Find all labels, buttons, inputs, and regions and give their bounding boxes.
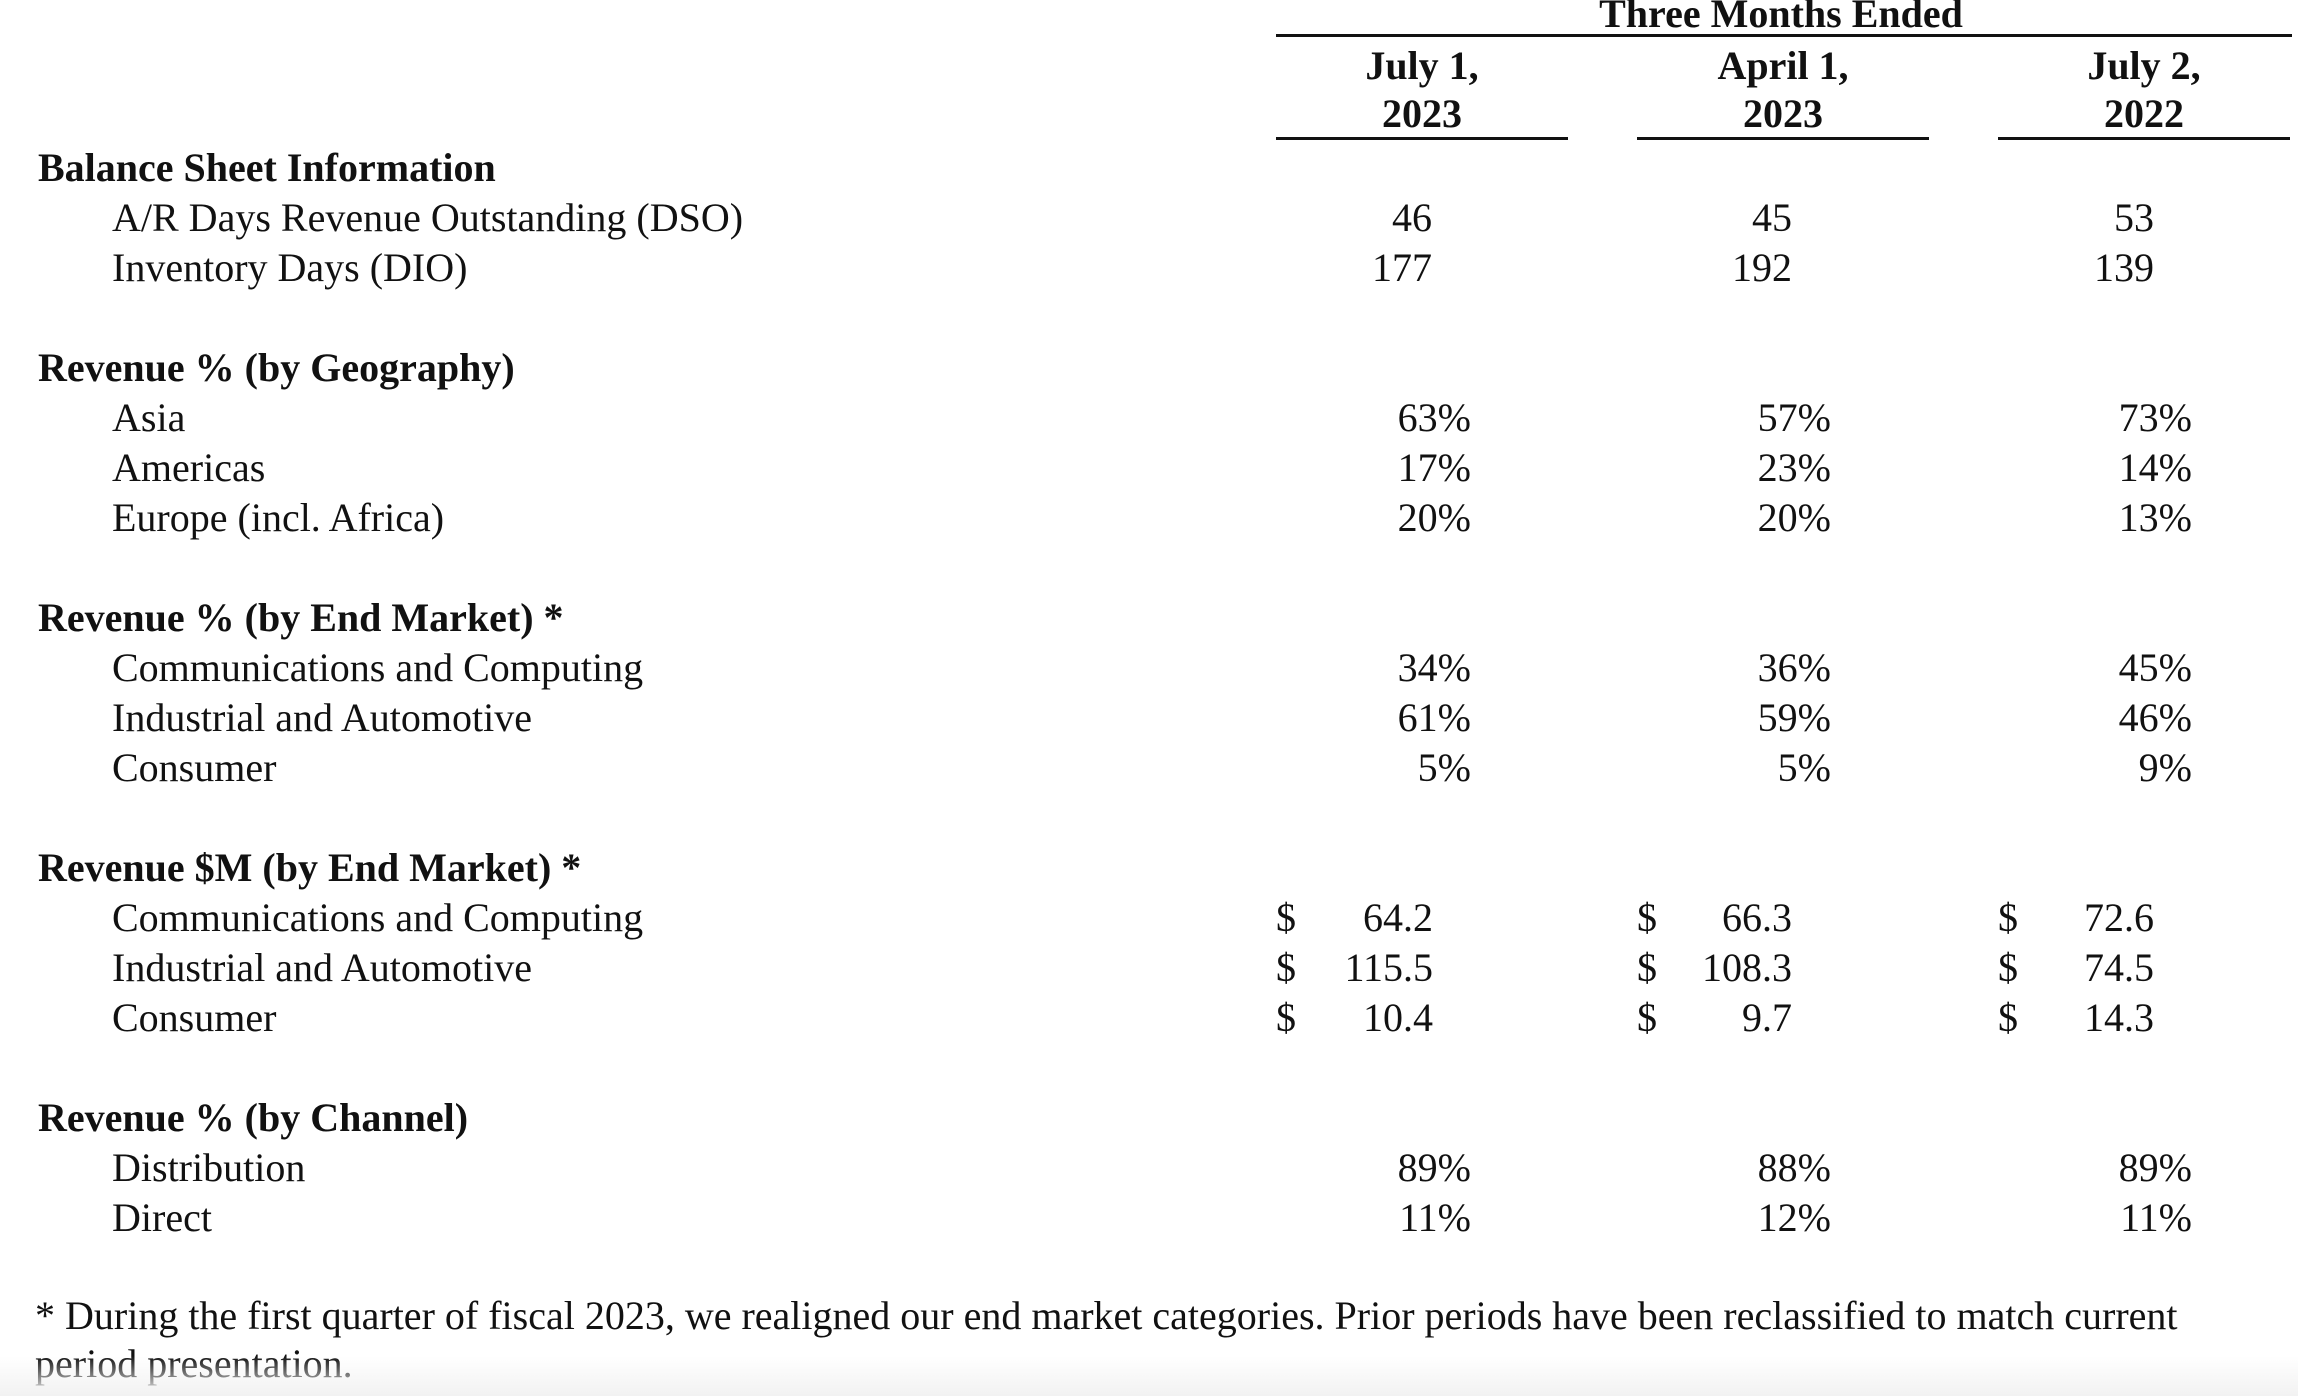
cell-comm-computing-usd-col2: 66.3 (1722, 895, 1792, 940)
column-header-2-line2: 2023 (1743, 91, 1823, 136)
column-header-3: July 2, 2022 (1998, 42, 2290, 138)
cell-comm-computing-pct-col2: 36% (1757, 645, 1831, 690)
row-label-distribution: Distribution (112, 1145, 306, 1190)
cell-europe-col2: 20% (1757, 495, 1831, 540)
cell-asia-col1: 63% (1397, 395, 1471, 440)
cell-comm-computing-usd-col1: 64.2 (1363, 895, 1433, 940)
cell-comm-computing-pct-col1: 34% (1397, 645, 1471, 690)
column-header-3-rule (1998, 137, 2290, 140)
row-label-industrial-auto-pct: Industrial and Automotive (112, 695, 532, 740)
currency-symbol: $ (1276, 945, 1296, 990)
cell-direct-col3: 11% (2120, 1195, 2192, 1240)
currency-symbol: $ (1276, 995, 1296, 1040)
cell-americas-col1: 17% (1397, 445, 1471, 490)
column-header-2-line1: April 1, (1717, 43, 1849, 88)
cell-industrial-auto-pct-col1: 61% (1397, 695, 1471, 740)
cell-industrial-auto-usd-col3: 74.5 (2084, 945, 2154, 990)
currency-symbol: $ (1637, 945, 1657, 990)
cell-asia-col2: 57% (1757, 395, 1831, 440)
currency-symbol: $ (1998, 895, 2018, 940)
cell-consumer-usd-col3: 14.3 (2084, 995, 2154, 1040)
row-label-consumer-pct: Consumer (112, 745, 277, 790)
column-header-1-line2: 2023 (1382, 91, 1462, 136)
header-group-title: Three Months Ended (1599, 0, 1963, 36)
cell-europe-col1: 20% (1397, 495, 1471, 540)
cell-consumer-pct-col2: 5% (1777, 745, 1831, 790)
cell-distribution-col3: 89% (2118, 1145, 2192, 1190)
column-header-2-rule (1637, 137, 1929, 140)
row-label-consumer-usd: Consumer (112, 995, 277, 1040)
row-label-industrial-auto-usd: Industrial and Automotive (112, 945, 532, 990)
cell-dio-col1: 177 (1372, 245, 1432, 290)
row-label-dio: Inventory Days (DIO) (112, 245, 468, 290)
cell-consumer-pct-col3: 9% (2138, 745, 2192, 790)
header-group-rule (1276, 34, 2292, 37)
cell-industrial-auto-usd-col2: 108.3 (1702, 945, 1792, 990)
cell-dso-col1: 46 (1392, 195, 1432, 240)
currency-symbol: $ (1998, 945, 2018, 990)
bottom-fade (0, 1356, 2298, 1396)
cell-americas-col2: 23% (1757, 445, 1831, 490)
row-label-dso: A/R Days Revenue Outstanding (DSO) (112, 195, 744, 240)
column-header-2: April 1, 2023 (1637, 42, 1929, 138)
cell-distribution-col2: 88% (1757, 1145, 1831, 1190)
section-title-geography: Revenue % (by Geography) (38, 345, 515, 390)
column-header-1: July 1, 2023 (1276, 42, 1568, 138)
cell-comm-computing-usd-col3: 72.6 (2084, 895, 2154, 940)
cell-direct-col2: 12% (1757, 1195, 1831, 1240)
cell-consumer-pct-col1: 5% (1417, 745, 1471, 790)
row-label-americas: Americas (112, 445, 266, 490)
column-header-3-line2: 2022 (2104, 91, 2184, 136)
cell-americas-col3: 14% (2118, 445, 2192, 490)
cell-comm-computing-pct-col3: 45% (2118, 645, 2192, 690)
row-label-comm-computing-usd: Communications and Computing (112, 895, 644, 940)
cell-dso-col3: 53 (2114, 195, 2154, 240)
row-label-europe: Europe (incl. Africa) (112, 495, 445, 540)
currency-symbol: $ (1276, 895, 1296, 940)
cell-dio-col3: 139 (2094, 245, 2154, 290)
column-header-1-line1: July 1, (1365, 43, 1479, 88)
section-title-channel: Revenue % (by Channel) (38, 1095, 469, 1140)
section-title-balance-sheet: Balance Sheet Information (38, 145, 496, 190)
cell-europe-col3: 13% (2118, 495, 2192, 540)
cell-distribution-col1: 89% (1397, 1145, 1471, 1190)
cell-industrial-auto-pct-col2: 59% (1757, 695, 1831, 740)
cell-dso-col2: 45 (1752, 195, 1792, 240)
cell-consumer-usd-col2: 9.7 (1742, 995, 1792, 1040)
currency-symbol: $ (1998, 995, 2018, 1040)
cell-industrial-auto-usd-col1: 115.5 (1344, 945, 1433, 990)
row-label-asia: Asia (112, 395, 186, 440)
row-label-comm-computing-pct: Communications and Computing (112, 645, 644, 690)
section-title-end-market-pct: Revenue % (by End Market) * (38, 595, 564, 640)
column-header-3-line1: July 2, (2087, 43, 2201, 88)
footnote-line1: * During the first quarter of fiscal 202… (35, 1293, 2178, 1338)
cell-direct-col1: 11% (1399, 1195, 1471, 1240)
cell-asia-col3: 73% (2118, 395, 2192, 440)
currency-symbol: $ (1637, 895, 1657, 940)
section-title-end-market-usd: Revenue $M (by End Market) * (38, 845, 582, 890)
cell-industrial-auto-pct-col3: 46% (2118, 695, 2192, 740)
cell-dio-col2: 192 (1732, 245, 1792, 290)
column-header-1-rule (1276, 137, 1568, 140)
currency-symbol: $ (1637, 995, 1657, 1040)
row-label-direct: Direct (112, 1195, 212, 1240)
cell-consumer-usd-col1: 10.4 (1363, 995, 1433, 1040)
